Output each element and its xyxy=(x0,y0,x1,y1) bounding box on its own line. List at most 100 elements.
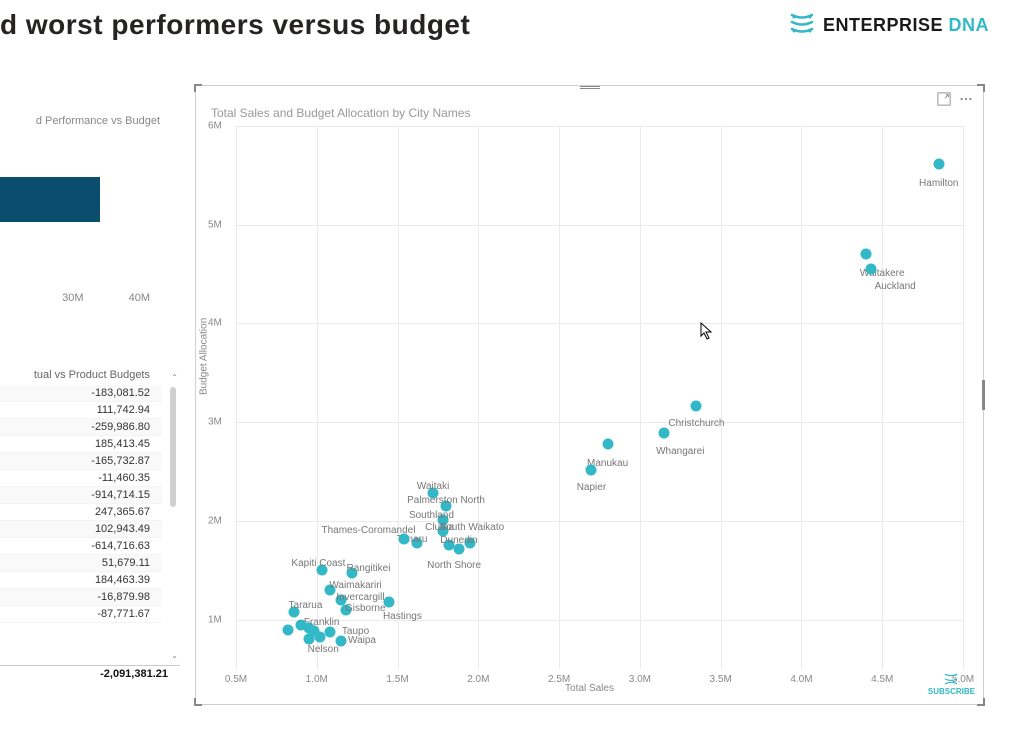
resize-handle-tr[interactable] xyxy=(977,84,985,92)
table-row[interactable]: 102,943.49 xyxy=(0,521,162,538)
subscribe-label: SUBSCRIBE xyxy=(928,687,975,696)
gridline-vertical xyxy=(317,126,318,669)
scroll-up-icon[interactable]: ⌃ xyxy=(171,373,178,382)
resize-handle-right[interactable] xyxy=(982,380,985,410)
gridline-vertical xyxy=(478,126,479,669)
data-point[interactable] xyxy=(324,627,335,638)
plot-area: 0.5M1.0M1.5M2.0M2.5M3.0M3.5M4.0M4.5M5.0M… xyxy=(236,126,963,669)
dna-icon xyxy=(787,10,817,40)
table-total: -2,091,381.21 xyxy=(0,665,180,682)
mini-chart-title: d Performance vs Budget xyxy=(0,115,180,127)
table-row[interactable]: -183,081.52 xyxy=(0,385,162,402)
subscribe-watermark[interactable]: SUBSCRIBE xyxy=(928,672,975,696)
data-label: Dunedin xyxy=(440,535,477,546)
data-label: Palmerston North xyxy=(407,495,485,506)
logo-main: ENTERPRISE xyxy=(823,15,943,35)
table-row[interactable]: 185,413.45 xyxy=(0,436,162,453)
table-row[interactable]: 51,679.11 xyxy=(0,555,162,572)
chart-title: Total Sales and Budget Allocation by Cit… xyxy=(196,86,983,120)
gridline-horizontal xyxy=(236,126,963,127)
data-label: Franklin xyxy=(304,617,340,628)
cursor-icon xyxy=(700,322,714,340)
data-label: Gisborne xyxy=(345,603,386,614)
x-tick-label: 1.5M xyxy=(386,674,408,685)
table-row[interactable]: -11,460.35 xyxy=(0,470,162,487)
table-row[interactable]: -87,771.67 xyxy=(0,606,162,623)
data-point[interactable] xyxy=(861,249,872,260)
data-table: tual vs Product Budgets ⌃ ⌄ -183,081.521… xyxy=(0,369,180,682)
scroll-down-icon[interactable]: ⌄ xyxy=(171,651,178,660)
data-label: Invercargill xyxy=(336,592,384,603)
data-label: North Shore xyxy=(427,560,481,571)
table-row[interactable]: 184,463.39 xyxy=(0,572,162,589)
data-label: Waitaki xyxy=(417,481,449,492)
resize-handle-bl[interactable] xyxy=(194,698,202,706)
x-tick-label: 2.5M xyxy=(548,674,570,685)
header: d worst performers versus budget ENTERPR… xyxy=(0,0,1009,60)
y-tick-label: 2M xyxy=(208,515,222,526)
data-label: Nelson xyxy=(308,644,339,655)
gridline-vertical xyxy=(721,126,722,669)
table-row[interactable]: -16,879.98 xyxy=(0,589,162,606)
y-tick-label: 4M xyxy=(208,318,222,329)
logo-accent: DNA xyxy=(949,15,990,35)
table-row[interactable]: 111,742.94 xyxy=(0,402,162,419)
data-label: Thames-Coromandel xyxy=(322,525,416,536)
scrollbar-thumb[interactable] xyxy=(170,387,176,507)
data-point[interactable] xyxy=(602,438,613,449)
table-row[interactable]: -914,714.15 xyxy=(0,487,162,504)
gridline-vertical xyxy=(640,126,641,669)
x-tick-label: 3.5M xyxy=(710,674,732,685)
data-point[interactable] xyxy=(865,264,876,275)
y-tick-label: 3M xyxy=(208,417,222,428)
table-row[interactable]: -259,986.80 xyxy=(0,419,162,436)
table-row[interactable]: -165,732.87 xyxy=(0,453,162,470)
data-point[interactable] xyxy=(586,464,597,475)
data-label: Kapiti Coast xyxy=(291,558,345,569)
gridline-vertical xyxy=(963,126,964,669)
data-point[interactable] xyxy=(295,619,306,630)
data-label: Whangarei xyxy=(656,446,704,457)
gridline-vertical xyxy=(882,126,883,669)
resize-handle-tl[interactable] xyxy=(194,84,202,92)
page-title: d worst performers versus budget xyxy=(0,9,470,41)
y-tick-label: 1M xyxy=(208,614,222,625)
table-row[interactable]: 247,365.67 xyxy=(0,504,162,521)
gridline-vertical xyxy=(801,126,802,669)
data-point[interactable] xyxy=(659,428,670,439)
x-tick-label: 2.0M xyxy=(467,674,489,685)
x-tick-label: 4.5M xyxy=(871,674,893,685)
gridline-vertical xyxy=(236,126,237,669)
gridline-horizontal xyxy=(236,422,963,423)
resize-handle-br[interactable] xyxy=(977,698,985,706)
gridline-horizontal xyxy=(236,620,963,621)
scatter-chart-visual[interactable]: Total Sales and Budget Allocation by Cit… xyxy=(195,85,984,705)
focus-mode-icon[interactable] xyxy=(937,92,951,106)
more-options-icon[interactable] xyxy=(959,92,973,106)
gridline-horizontal xyxy=(236,225,963,226)
mini-bar xyxy=(0,177,100,222)
mini-axis: 30M 40M xyxy=(0,292,180,304)
dna-small-icon xyxy=(942,672,960,686)
data-point[interactable] xyxy=(315,632,326,643)
gridline-vertical xyxy=(398,126,399,669)
x-tick-label: 4.0M xyxy=(790,674,812,685)
left-column: d Performance vs Budget 30M 40M tual vs … xyxy=(0,60,190,710)
table-body[interactable]: -183,081.52111,742.94-259,986.80185,413.… xyxy=(0,385,180,665)
y-tick-label: 5M xyxy=(208,219,222,230)
table-row[interactable]: -614,716.63 xyxy=(0,538,162,555)
x-tick-label: 1.0M xyxy=(306,674,328,685)
data-point[interactable] xyxy=(282,624,293,635)
data-point[interactable] xyxy=(691,401,702,412)
gridline-horizontal xyxy=(236,521,963,522)
visual-toolbar xyxy=(937,92,973,106)
logo-text: ENTERPRISE DNA xyxy=(823,15,989,36)
data-point[interactable] xyxy=(933,158,944,169)
data-label: Auckland xyxy=(875,281,916,292)
data-label: Hastings xyxy=(383,611,422,622)
table-header: tual vs Product Budgets xyxy=(0,369,180,385)
mini-tick: 30M xyxy=(62,292,83,304)
data-label: Christchurch xyxy=(668,418,724,429)
gridline-horizontal xyxy=(236,323,963,324)
drag-handle[interactable] xyxy=(575,84,605,90)
